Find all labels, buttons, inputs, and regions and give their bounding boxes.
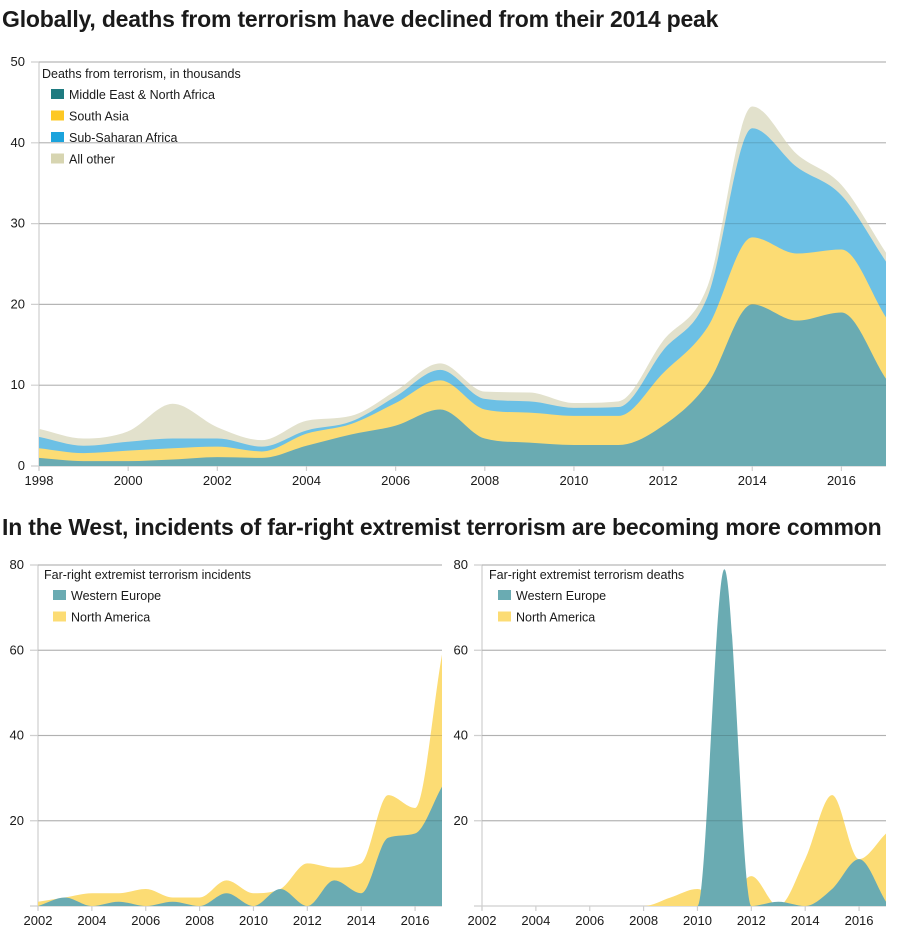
x-tick-label: 2012: [293, 913, 322, 928]
x-tick-label: 2014: [738, 473, 767, 488]
legend-label: Middle East & North Africa: [69, 88, 215, 102]
x-tick-label: 2004: [292, 473, 321, 488]
x-tick-label: 2002: [203, 473, 232, 488]
legend-label: South Asia: [69, 110, 129, 124]
x-tick-label: 2002: [24, 913, 53, 928]
areas: [482, 569, 886, 906]
chart-incidents: 20 40 60 80 2002 2004 2006 2008 2010 2012 2014 2016…: [10, 557, 442, 928]
legend-item: All other: [51, 153, 115, 167]
x-tick-label: 2006: [575, 913, 604, 928]
area-south-asia: [39, 237, 886, 466]
legend: Far-right extremist terrorism incidents W…: [44, 568, 251, 625]
headline-global: Globally, deaths from terrorism have dec…: [2, 6, 719, 32]
x-tick-label: 2004: [77, 913, 106, 928]
chart-deaths: 20 40 60 80 2002 2004 2006 2008 2010 2012 2014 2016…: [454, 557, 886, 928]
x-tick-label: 2010: [559, 473, 588, 488]
x-tick-label: 2008: [470, 473, 499, 488]
y-tick-label: 40: [11, 135, 25, 150]
x-tick-label: 2010: [683, 913, 712, 928]
y-tick-label: 60: [454, 642, 468, 657]
x-tick-label: 1998: [25, 473, 54, 488]
x-tick-label: 2008: [629, 913, 658, 928]
y-tick-label: 20: [11, 296, 25, 311]
y-tick-label: 30: [11, 216, 25, 231]
legend-item: Western Europe: [53, 589, 161, 603]
x-tick-label: 2016: [401, 913, 430, 928]
x-tick-label: 2010: [239, 913, 268, 928]
y-tick-label: 0: [18, 458, 25, 473]
x-tick-label: 2014: [791, 913, 820, 928]
legend-label: All other: [69, 153, 115, 167]
x-tick-label: 2006: [131, 913, 160, 928]
area-western-europe: [482, 569, 886, 906]
area-western-europe: [38, 786, 442, 906]
y-tick-label: 50: [11, 54, 25, 69]
legend-title: Far-right extremist terrorism deaths: [489, 568, 684, 582]
legend-label: North America: [516, 611, 595, 625]
chart-global: 0 10 20 30 40 50 1998 2000 2002 2004 2006 2008 2010 2…: [11, 54, 886, 488]
legend-swatch: [51, 89, 64, 99]
legend-item: North America: [53, 611, 150, 625]
legend-title: Far-right extremist terrorism incidents: [44, 568, 251, 582]
legend-label: North America: [71, 611, 150, 625]
legend-swatch: [498, 590, 511, 600]
y-tick-label: 10: [11, 377, 25, 392]
legend-swatch: [51, 132, 64, 142]
area-north-america: [482, 795, 886, 906]
legend-label: Sub-Saharan Africa: [69, 131, 177, 145]
legend-item: North America: [498, 611, 595, 625]
areas: [38, 654, 442, 906]
legend-swatch: [53, 611, 66, 622]
x-tick-label: 2016: [845, 913, 874, 928]
y-tick-label: 20: [454, 813, 468, 828]
legend-item: Western Europe: [498, 589, 606, 603]
legend-swatch: [51, 110, 64, 121]
x-tick-label: 2012: [737, 913, 766, 928]
legend-label: Western Europe: [71, 589, 161, 603]
y-tick-label: 40: [454, 728, 468, 743]
legend: Far-right extremist terrorism deaths West…: [489, 568, 684, 625]
legend-swatch: [53, 590, 66, 600]
legend-swatch: [51, 153, 64, 164]
y-tick-label: 20: [10, 813, 24, 828]
areas: [39, 106, 886, 466]
legend-item: South Asia: [51, 110, 129, 124]
y-tick-label: 60: [10, 642, 24, 657]
y-tick-label: 80: [10, 557, 24, 572]
legend-swatch: [498, 611, 511, 622]
y-tick-label: 40: [10, 728, 24, 743]
legend-label: Western Europe: [516, 589, 606, 603]
x-tick-label: 2014: [347, 913, 376, 928]
x-tick-label: 2012: [649, 473, 678, 488]
x-tick-label: 2008: [185, 913, 214, 928]
legend-item: Sub-Saharan Africa: [51, 131, 177, 145]
headline-west: In the West, incidents of far-right extr…: [2, 514, 882, 540]
x-tick-label: 2016: [827, 473, 856, 488]
legend-item: Middle East & North Africa: [51, 88, 215, 102]
x-tick-label: 2002: [468, 913, 497, 928]
x-tick-label: 2000: [114, 473, 143, 488]
area-middle-east-north-africa: [39, 304, 886, 466]
y-tick-label: 80: [454, 557, 468, 572]
legend: Deaths from terrorism, in thousands Middl…: [42, 67, 241, 167]
legend-title: Deaths from terrorism, in thousands: [42, 67, 241, 81]
x-tick-label: 2006: [381, 473, 410, 488]
x-tick-label: 2004: [521, 913, 550, 928]
